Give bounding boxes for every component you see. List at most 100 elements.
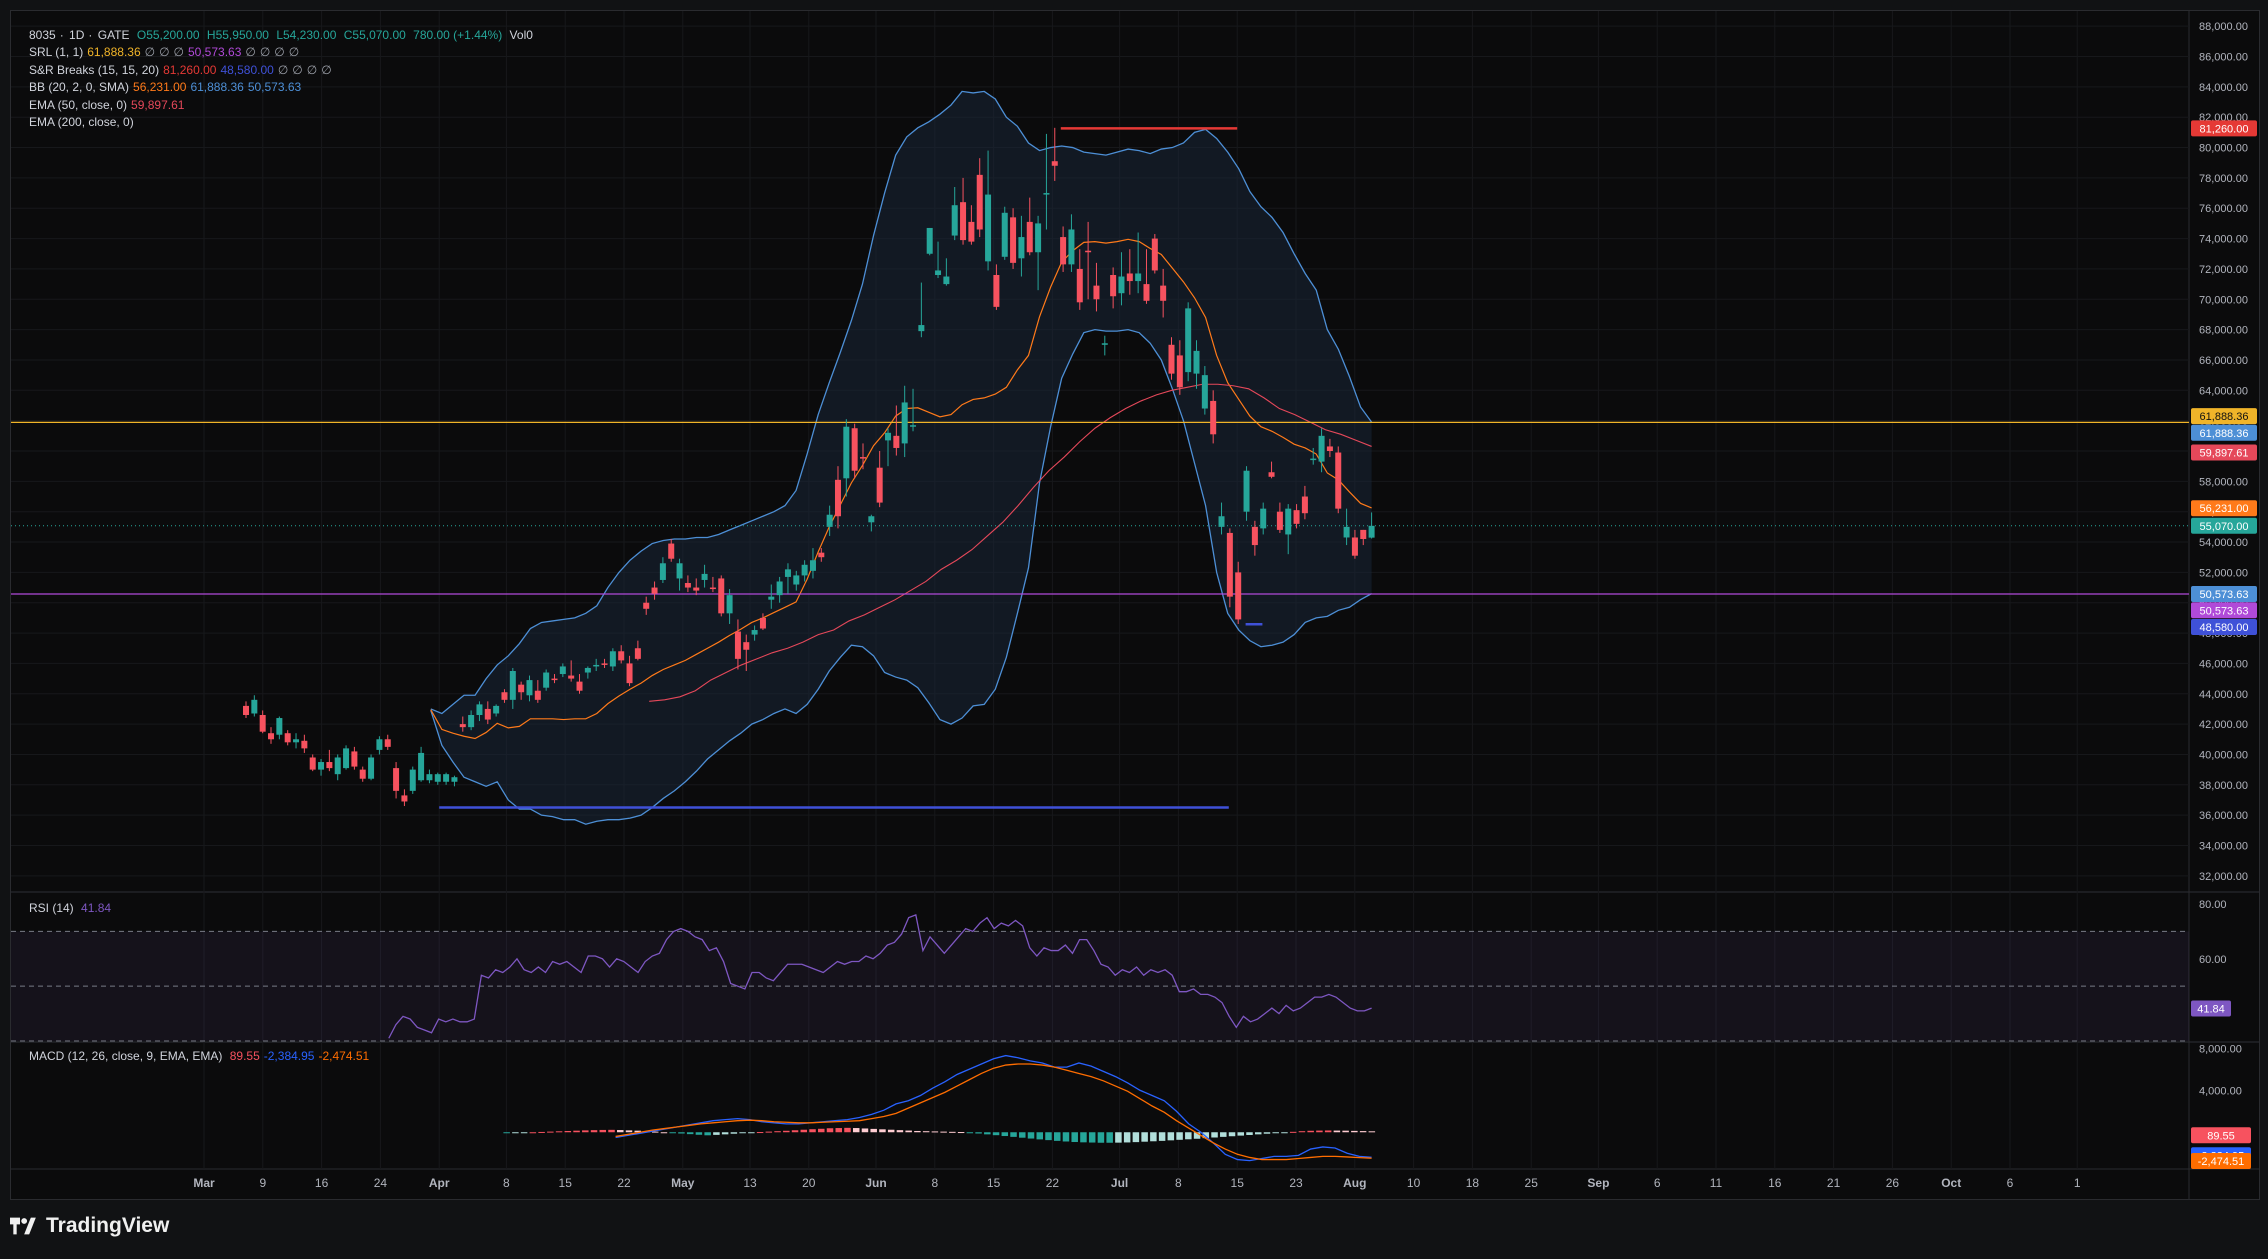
candle-body xyxy=(443,774,450,782)
candle-body xyxy=(951,205,958,236)
macd-histogram-bar xyxy=(783,1130,790,1133)
macd-histogram-bar xyxy=(844,1127,851,1133)
indicator-row[interactable]: EMA (50, close, 0) 59,897.61 xyxy=(29,97,537,114)
indicator-value: ∅ xyxy=(259,45,271,60)
indicator-value: ∅ xyxy=(173,45,184,60)
macd-histogram-bar xyxy=(861,1128,869,1133)
bollinger-upper xyxy=(430,90,1373,715)
macd-histogram-bar xyxy=(651,1131,659,1133)
candle-body xyxy=(476,704,483,715)
candle-body xyxy=(743,642,750,650)
macd-histogram-bar xyxy=(870,1128,877,1133)
symbol: 8035 xyxy=(29,28,56,42)
indicator-row[interactable]: SRL (1, 1) 61,888.36 ∅ ∅ ∅ 50,573.63 ∅ ∅ ∅ ∅ xyxy=(29,44,537,61)
price-tick-label: 44,000.00 xyxy=(2199,689,2248,701)
time-tick-label: 21 xyxy=(1827,1176,1841,1190)
price-label-text: 81,260.00 xyxy=(2200,123,2249,135)
price-tick-label: 76,000.00 xyxy=(2199,203,2248,215)
macd-histogram-bar xyxy=(520,1132,528,1134)
indicator-name: S&R Breaks (15, 15, 20) xyxy=(29,62,160,77)
candle-body xyxy=(1060,237,1067,265)
rsi-name: RSI (14) xyxy=(29,901,74,915)
candle-body xyxy=(1010,217,1017,263)
macd-histogram-bar xyxy=(940,1131,947,1133)
macd-histogram-bar xyxy=(608,1129,615,1133)
macd-histogram-bar xyxy=(573,1130,580,1133)
candle-body xyxy=(734,631,741,659)
candle-body xyxy=(1343,526,1350,538)
macd-histogram-bar xyxy=(617,1130,624,1133)
tradingview-logo[interactable]: TradingView xyxy=(10,1214,169,1238)
candle-body xyxy=(893,435,900,448)
price-tick-label: 36,000.00 xyxy=(2199,810,2248,822)
open-value: O55,200.00 xyxy=(136,28,200,42)
macd-histogram-bar xyxy=(905,1130,912,1133)
bollinger-basis xyxy=(430,238,1372,740)
candle-body xyxy=(393,768,400,791)
candle-body xyxy=(534,690,541,700)
macd-histogram-bar xyxy=(730,1132,738,1134)
macd-name: MACD (12, 26, close, 9, EMA, EMA) xyxy=(29,1049,223,1063)
time-tick-label: 15 xyxy=(987,1176,1001,1190)
macd-histogram-bar xyxy=(704,1132,711,1136)
macd-histogram-bar xyxy=(1001,1132,1009,1137)
candle-body xyxy=(943,276,950,285)
indicator-value: ∅ xyxy=(159,45,170,60)
rsi-value-text: 41.84 xyxy=(2197,1004,2225,1016)
candle-body xyxy=(334,757,341,775)
macd-histogram-bar xyxy=(739,1132,746,1134)
candle-body xyxy=(409,769,416,791)
price-tick-label: 78,000.00 xyxy=(2199,173,2248,185)
exchange: GATE xyxy=(97,28,130,42)
macd-histogram-bar xyxy=(966,1132,974,1134)
candle-body xyxy=(559,666,566,675)
macd-histogram-bar xyxy=(599,1129,607,1133)
macd-histogram-bar xyxy=(625,1130,633,1133)
macd-histogram-bar xyxy=(1368,1131,1376,1133)
bollinger-bands xyxy=(430,90,1373,825)
candle-body xyxy=(259,715,266,732)
candle-body xyxy=(384,739,391,747)
candle-body xyxy=(501,692,508,700)
candle-body xyxy=(401,795,408,802)
time-tick-label: 8 xyxy=(503,1176,510,1190)
price-tick-label: 66,000.00 xyxy=(2199,355,2248,367)
candle-body xyxy=(493,705,500,714)
candle-body xyxy=(509,671,516,700)
macd-histogram-bar xyxy=(931,1131,939,1133)
candle-body xyxy=(484,708,491,720)
price-tick-label: 42,000.00 xyxy=(2199,719,2248,731)
candle-body xyxy=(910,425,917,427)
price-tick-label: 64,000.00 xyxy=(2199,385,2248,397)
candle-body xyxy=(768,596,775,600)
macd-histogram-bar xyxy=(1167,1132,1175,1141)
candle-body xyxy=(901,402,908,444)
candle-body xyxy=(1068,229,1075,265)
macd-histogram-bar xyxy=(879,1129,886,1133)
price-tick-label: 34,000.00 xyxy=(2199,840,2248,852)
macd-histogram-bar xyxy=(634,1130,641,1133)
candle-body xyxy=(684,583,691,588)
candle-body xyxy=(1135,273,1142,282)
chart-canvas[interactable]: 32,000.00 34,000.00 36,000.00 38,000.00 40,0… xyxy=(11,11,2259,1199)
candle-body xyxy=(293,739,300,743)
candle-body xyxy=(1110,275,1117,297)
macd-histogram-bar xyxy=(984,1132,991,1135)
macd-histogram-bar xyxy=(1150,1132,1157,1142)
macd-histogram-bar xyxy=(1010,1132,1017,1137)
indicator-row[interactable]: BB (20, 2, 0, SMA) 56,231.00 61,888.36 50,5… xyxy=(29,79,537,96)
candle-body xyxy=(434,774,441,782)
indicator-row[interactable]: EMA (200, close, 0) xyxy=(29,114,537,131)
candle-body xyxy=(1360,529,1367,539)
macd-value: -2,474.51 xyxy=(318,1049,370,1063)
candle-body xyxy=(793,575,800,585)
chart-frame[interactable]: 32,000.00 34,000.00 36,000.00 38,000.00 40,0… xyxy=(10,10,2260,1200)
macd-histogram-bar xyxy=(512,1132,519,1134)
macd-histogram-bar xyxy=(774,1131,781,1133)
macd-tick-label: 8,000.00 xyxy=(2199,1043,2242,1055)
indicator-row[interactable]: S&R Breaks (15, 15, 20) 81,260.00 48,580.0… xyxy=(29,62,537,79)
candle-body xyxy=(776,581,783,596)
time-tick-label: 24 xyxy=(374,1176,388,1190)
indicator-value: 61,888.36 xyxy=(87,45,141,60)
macd-histogram-bar xyxy=(1036,1132,1044,1140)
